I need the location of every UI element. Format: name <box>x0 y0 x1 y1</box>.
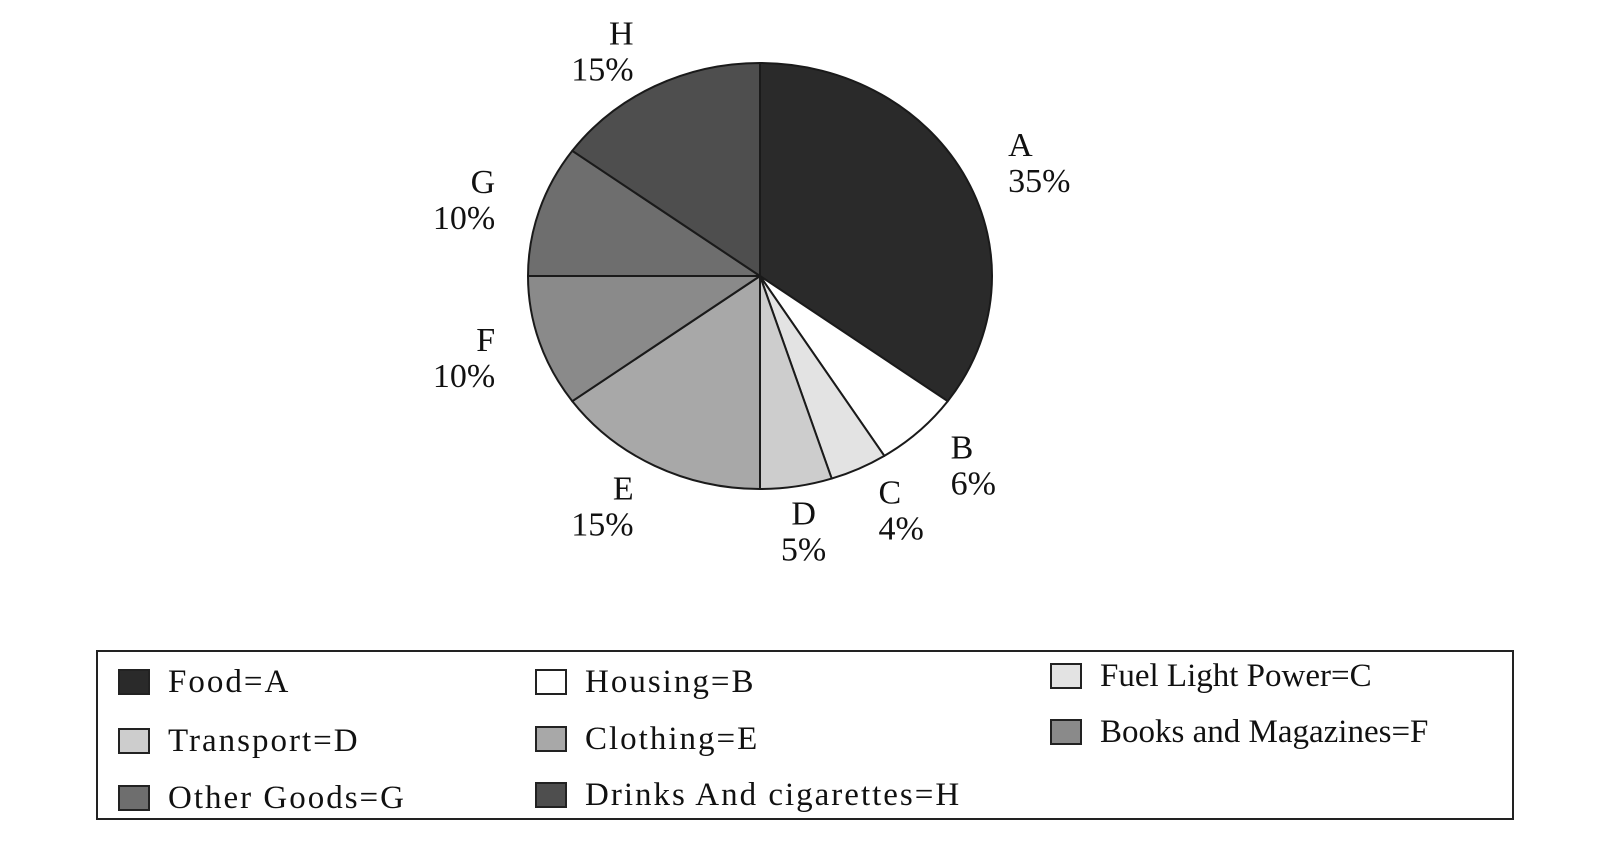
legend-swatch-clothing <box>535 726 567 752</box>
slice-letter-d: D <box>791 496 816 533</box>
slice-letter-g: G <box>471 164 496 201</box>
pie-slice-g <box>527 149 761 277</box>
pie-slice-h <box>571 62 761 277</box>
legend-label-transport: Transport=D <box>168 722 360 759</box>
legend-swatch-transport <box>118 728 150 754</box>
slice-letter-f: F <box>476 322 495 359</box>
legend-swatch-food <box>118 669 150 695</box>
slice-percent-h: 15% <box>571 51 633 88</box>
pie-slice-f <box>527 275 761 403</box>
slice-percent-a: 35% <box>1008 163 1070 200</box>
slice-letter-c: C <box>879 474 902 511</box>
legend-label-books-and-magazines: Books and Magazines=F <box>1100 713 1429 750</box>
legend-label-other-goods: Other Goods=G <box>168 779 407 816</box>
slice-percent-d: 5% <box>781 532 826 569</box>
legend-swatch-fuel-light-power <box>1050 663 1082 689</box>
legend-item-transport: Transport=D <box>118 723 360 759</box>
slice-percent-c: 4% <box>879 510 924 547</box>
legend-label-clothing: Clothing=E <box>585 720 760 757</box>
slice-letter-b: B <box>951 429 974 466</box>
slice-percent-e: 15% <box>571 507 633 544</box>
legend-item-fuel-light-power: Fuel Light Power=C <box>1050 658 1372 694</box>
pie-slice-a <box>759 62 993 403</box>
pie-chart: A35%B6%C4%D5%E15%F10%G10%H15% <box>433 15 1071 569</box>
legend: Food=A Housing=B Fuel Light Power=C Tran… <box>96 650 1514 820</box>
legend-item-food: Food=A <box>118 664 290 700</box>
legend-label-drinks-and-cigarettes: Drinks And cigarettes=H <box>585 776 962 813</box>
legend-label-fuel-light-power: Fuel Light Power=C <box>1100 657 1372 694</box>
legend-swatch-drinks-and-cigarettes <box>535 782 567 808</box>
legend-item-clothing: Clothing=E <box>535 721 759 757</box>
legend-label-food: Food=A <box>168 663 291 700</box>
slice-letter-a: A <box>1008 127 1033 164</box>
slice-percent-b: 6% <box>951 465 996 502</box>
pie-slice-e <box>571 275 761 490</box>
legend-item-books-and-magazines: Books and Magazines=F <box>1050 714 1428 750</box>
slice-letter-h: H <box>609 15 634 52</box>
legend-swatch-housing <box>535 669 567 695</box>
legend-item-other-goods: Other Goods=G <box>118 780 406 816</box>
legend-swatch-books-and-magazines <box>1050 719 1082 745</box>
slice-percent-f: 10% <box>433 358 495 395</box>
legend-item-drinks-and-cigarettes: Drinks And cigarettes=H <box>535 777 961 813</box>
legend-label-housing: Housing=B <box>585 663 756 700</box>
legend-item-housing: Housing=B <box>535 664 755 700</box>
slice-letter-e: E <box>613 471 634 508</box>
slice-percent-g: 10% <box>433 200 495 237</box>
legend-swatch-other-goods <box>118 785 150 811</box>
